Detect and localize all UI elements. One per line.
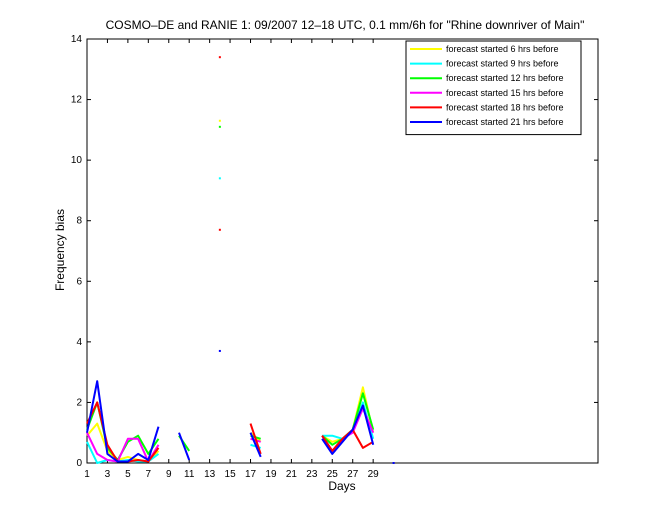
data-point	[218, 177, 221, 180]
y-tick-label: 12	[71, 95, 83, 106]
x-tick-label: 7	[146, 469, 152, 480]
series-line	[178, 432, 191, 461]
y-tick-label: 14	[71, 34, 83, 45]
y-tick-label: 8	[76, 216, 82, 227]
x-tick-label: 1	[84, 469, 90, 480]
series-6	[86, 380, 375, 463]
y-tick-label: 10	[71, 155, 83, 166]
x-tick-label: 23	[306, 469, 318, 480]
x-tick-label: 11	[184, 469, 195, 480]
x-tick-label: 5	[125, 469, 131, 480]
legend-label: forecast started 15 hrs before	[446, 88, 564, 98]
y-tick-label: 4	[76, 337, 82, 348]
legend-label: forecast started 6 hrs before	[446, 44, 559, 54]
y-tick-label: 0	[76, 458, 82, 469]
x-tick-label: 21	[286, 469, 298, 480]
legend-label: forecast started 21 hrs before	[446, 117, 564, 127]
data-point	[218, 119, 221, 122]
data-point	[218, 56, 221, 59]
y-axis-title: Frequency bias	[53, 209, 67, 291]
x-tick-label: 27	[347, 469, 359, 480]
data-point	[218, 349, 221, 352]
series-line	[321, 404, 375, 455]
series-line	[249, 423, 262, 455]
x-tick-label: 13	[204, 469, 216, 480]
legend-label: forecast started 9 hrs before	[446, 59, 559, 69]
x-tick-label: 29	[368, 469, 380, 480]
legend: forecast started 6 hrs before forecast st…	[405, 40, 582, 136]
x-tick-label: 25	[327, 469, 339, 480]
x-tick-label: 9	[166, 469, 172, 480]
y-tick-label: 2	[76, 397, 82, 408]
series-line	[86, 380, 160, 463]
data-point	[218, 125, 221, 128]
chart-title: COSMO–DE and RANIE 1: 09/2007 12–18 UTC,…	[106, 18, 585, 32]
data-point	[392, 462, 395, 464]
x-tick-label: 19	[265, 469, 277, 480]
x-tick-label: 15	[225, 469, 237, 480]
y-tick-label: 6	[76, 276, 82, 287]
x-axis-title: Days	[328, 479, 355, 493]
series-line	[249, 432, 262, 458]
x-tick-label: 3	[105, 469, 111, 480]
series-line	[86, 432, 160, 463]
legend-label: forecast started 18 hrs before	[446, 102, 564, 112]
x-tick-label: 17	[245, 469, 257, 480]
legend-label: forecast started 12 hrs before	[446, 73, 564, 83]
data-point	[218, 228, 221, 231]
legend-box	[405, 40, 582, 136]
